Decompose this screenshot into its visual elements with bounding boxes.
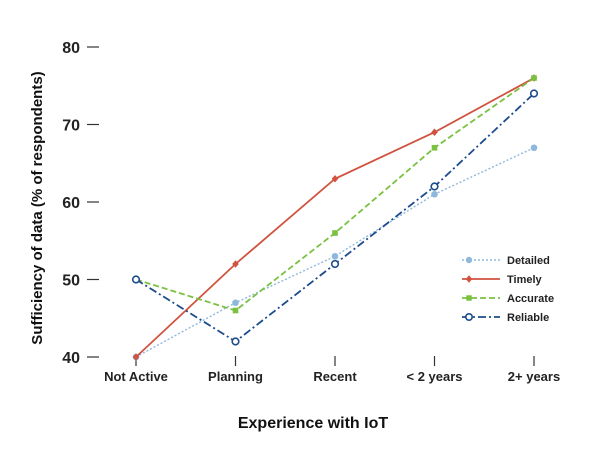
legend-label: Detailed xyxy=(507,255,550,267)
y-tick-label: 50 xyxy=(62,273,80,290)
legend-marker xyxy=(464,312,473,321)
series-line-reliable xyxy=(135,92,535,343)
y-tick-label: 40 xyxy=(62,350,80,367)
series-timely xyxy=(132,74,538,361)
y-tick-label: 70 xyxy=(62,118,80,135)
data-point-reliable xyxy=(131,275,141,284)
legend-label: Reliable xyxy=(507,312,549,324)
data-point-detailed xyxy=(530,144,538,152)
x-axis-title: Experience with IoT xyxy=(238,415,388,432)
data-point-accurate xyxy=(431,144,438,151)
legend-marker xyxy=(466,295,472,301)
legend: Detailed Timely Accurate Reliable xyxy=(462,255,554,324)
legend-marker xyxy=(465,275,473,283)
series-accurate xyxy=(133,75,537,314)
x-tick-label: 2+ years xyxy=(508,369,560,384)
y-axis-title: Sufficiency of data (% of respondents) xyxy=(29,71,46,344)
data-point-detailed xyxy=(232,299,239,307)
x-axis: Not Active Planning Recent < 2 years 2+ year… xyxy=(104,356,560,384)
data-point-timely xyxy=(132,353,140,361)
data-point-detailed xyxy=(431,190,438,198)
y-tick-label: 80 xyxy=(62,40,80,57)
legend-label: Timely xyxy=(507,274,543,286)
data-point-accurate xyxy=(332,230,338,236)
x-tick-label: < 2 years xyxy=(406,369,462,384)
data-point-accurate xyxy=(232,307,239,314)
x-tick-label: Recent xyxy=(313,369,357,384)
data-point-timely xyxy=(431,128,438,137)
data-point-detailed xyxy=(331,252,339,260)
y-tick-label: 60 xyxy=(62,195,80,212)
data-point-timely xyxy=(331,174,339,183)
data-point-accurate xyxy=(531,75,537,81)
data-point-reliable xyxy=(231,337,240,346)
legend-label: Accurate xyxy=(507,293,554,305)
series-line-accurate xyxy=(135,77,535,312)
data-point-reliable xyxy=(330,259,340,269)
legend-marker xyxy=(465,256,473,264)
x-tick-label: Not Active xyxy=(104,369,168,384)
series-reliable xyxy=(131,89,539,346)
data-point-reliable xyxy=(430,182,439,191)
series-layer xyxy=(131,74,539,361)
x-tick-label: Planning xyxy=(208,369,263,384)
series-line-detailed xyxy=(135,147,535,358)
y-axis: 40 50 60 70 80 xyxy=(62,40,99,367)
data-point-timely xyxy=(232,260,239,268)
data-point-reliable xyxy=(529,89,539,98)
